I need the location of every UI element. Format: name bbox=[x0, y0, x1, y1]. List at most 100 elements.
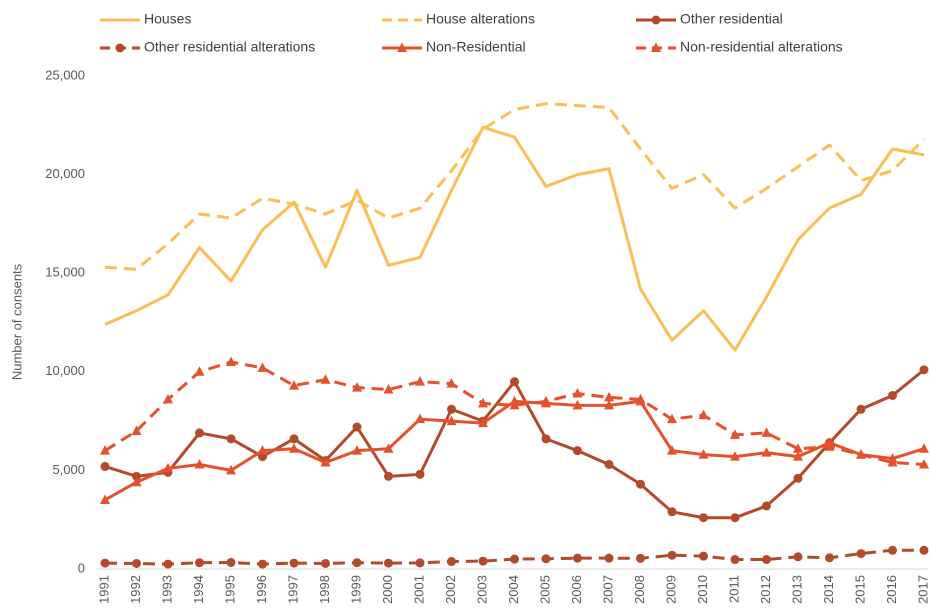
marker bbox=[320, 457, 331, 467]
x-tick-label: 2005 bbox=[537, 575, 552, 604]
marker bbox=[793, 473, 803, 483]
x-tick-label: 1993 bbox=[159, 575, 174, 604]
x-tick-label: 1995 bbox=[222, 575, 237, 604]
x-tick-label: 2009 bbox=[663, 575, 678, 604]
x-tick-label: 2015 bbox=[852, 575, 867, 604]
marker bbox=[793, 443, 803, 453]
marker bbox=[919, 365, 929, 375]
marker bbox=[352, 558, 362, 568]
marker bbox=[446, 378, 457, 388]
y-tick-label: 15,000 bbox=[45, 265, 85, 280]
marker bbox=[572, 399, 583, 410]
marker bbox=[572, 387, 583, 398]
marker bbox=[667, 507, 677, 517]
x-tick-label: 2012 bbox=[758, 575, 773, 604]
x-tick-label: 2000 bbox=[380, 575, 395, 604]
marker bbox=[510, 377, 519, 387]
marker bbox=[919, 545, 929, 555]
marker bbox=[226, 356, 236, 366]
marker bbox=[730, 513, 740, 523]
x-tick-label: 1997 bbox=[285, 575, 300, 604]
marker bbox=[352, 422, 362, 432]
marker bbox=[856, 549, 866, 559]
marker bbox=[100, 558, 110, 568]
marker bbox=[352, 445, 362, 455]
marker bbox=[919, 443, 929, 453]
marker bbox=[651, 15, 661, 25]
marker bbox=[446, 415, 457, 426]
marker bbox=[699, 551, 708, 561]
marker bbox=[131, 425, 142, 435]
marker bbox=[761, 427, 772, 437]
marker bbox=[415, 469, 425, 479]
marker bbox=[289, 443, 299, 453]
marker bbox=[730, 451, 740, 461]
x-tick-label: 2004 bbox=[506, 575, 521, 604]
marker bbox=[698, 409, 709, 420]
x-tick-label: 1994 bbox=[191, 575, 206, 604]
marker bbox=[383, 443, 394, 453]
marker bbox=[793, 552, 803, 562]
marker bbox=[651, 42, 661, 52]
marker bbox=[321, 558, 330, 568]
marker bbox=[604, 553, 614, 563]
y-tick-label: 0 bbox=[78, 560, 85, 575]
marker bbox=[793, 451, 803, 461]
marker bbox=[919, 458, 929, 469]
marker bbox=[447, 557, 456, 567]
legend-label: Houses bbox=[144, 11, 191, 27]
marker bbox=[258, 559, 267, 569]
legend: Houses House alterations Other residential… bbox=[100, 11, 843, 55]
marker bbox=[762, 555, 771, 565]
marker bbox=[415, 558, 425, 568]
marker bbox=[636, 479, 645, 489]
marker bbox=[541, 554, 551, 564]
marker bbox=[384, 471, 393, 481]
marker bbox=[730, 429, 740, 439]
marker bbox=[320, 374, 331, 384]
marker bbox=[573, 446, 582, 456]
x-tick-label: 2017 bbox=[915, 575, 930, 604]
x-tick-label: 2014 bbox=[821, 575, 836, 604]
marker bbox=[397, 42, 407, 52]
marker bbox=[352, 382, 362, 392]
y-axis-label: Number of consents bbox=[9, 263, 24, 380]
marker bbox=[194, 458, 205, 469]
x-tick-label: 1998 bbox=[317, 575, 332, 604]
marker bbox=[856, 404, 866, 414]
marker bbox=[761, 447, 772, 457]
marker bbox=[856, 449, 866, 459]
marker bbox=[415, 376, 425, 386]
marker bbox=[604, 459, 614, 469]
y-tick-label: 10,000 bbox=[45, 363, 85, 378]
marker bbox=[888, 390, 897, 400]
marker bbox=[510, 554, 519, 564]
marker bbox=[195, 558, 204, 568]
marker bbox=[825, 553, 834, 563]
marker bbox=[509, 399, 520, 410]
marker bbox=[478, 397, 488, 408]
legend-label: Other residential bbox=[680, 11, 783, 27]
x-tick-label: 2016 bbox=[884, 575, 899, 604]
x-tick-label: 2010 bbox=[695, 575, 710, 604]
marker bbox=[541, 434, 551, 444]
marker bbox=[132, 558, 141, 568]
x-tick-label: 2002 bbox=[443, 575, 458, 604]
marker bbox=[100, 494, 110, 504]
x-tick-label: 2013 bbox=[789, 575, 804, 604]
marker bbox=[888, 545, 897, 555]
marker bbox=[226, 464, 236, 475]
marker bbox=[289, 434, 299, 444]
marker bbox=[195, 428, 204, 438]
x-tick-label: 1996 bbox=[254, 575, 269, 604]
marker bbox=[257, 362, 268, 372]
series-line bbox=[104, 102, 926, 271]
marker bbox=[699, 513, 708, 523]
marker bbox=[163, 462, 173, 473]
x-tick-label: 2006 bbox=[569, 575, 584, 604]
marker bbox=[415, 413, 425, 424]
x-tick-label: 1999 bbox=[348, 575, 363, 604]
marker bbox=[604, 391, 614, 402]
marker bbox=[762, 501, 771, 511]
